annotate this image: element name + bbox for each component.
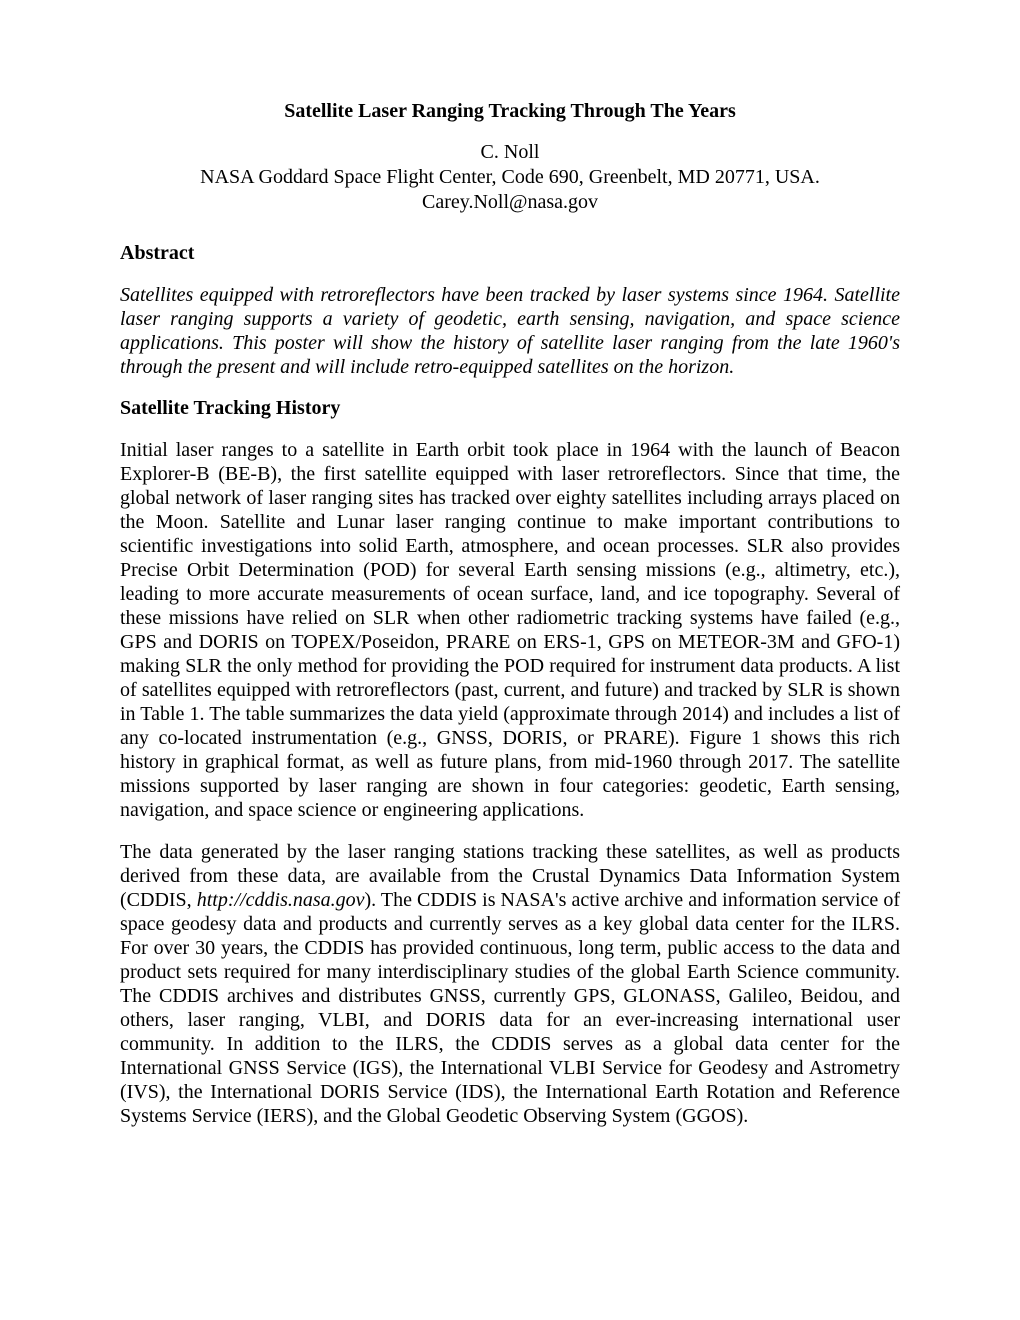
abstract-text: Satellites equipped with retroreflectors…: [120, 283, 900, 379]
document-page: Satellite Laser Ranging Tracking Through…: [0, 0, 1020, 1226]
body-paragraph-2: The data generated by the laser ranging …: [120, 840, 900, 1128]
body-paragraph-1: Initial laser ranges to a satellite in E…: [120, 438, 900, 822]
author-name: C. Noll: [120, 141, 900, 164]
cddis-url: http://cddis.nasa.gov: [197, 889, 365, 911]
author-affiliation: NASA Goddard Space Flight Center, Code 6…: [120, 166, 900, 189]
paragraph-2-part-2: ). The CDDIS is NASA's active archive an…: [120, 889, 900, 1127]
abstract-heading: Abstract: [120, 242, 900, 265]
section-heading-tracking-history: Satellite Tracking History: [120, 397, 900, 420]
paper-title: Satellite Laser Ranging Tracking Through…: [120, 100, 900, 123]
author-email: Carey.Noll@nasa.gov: [120, 191, 900, 214]
